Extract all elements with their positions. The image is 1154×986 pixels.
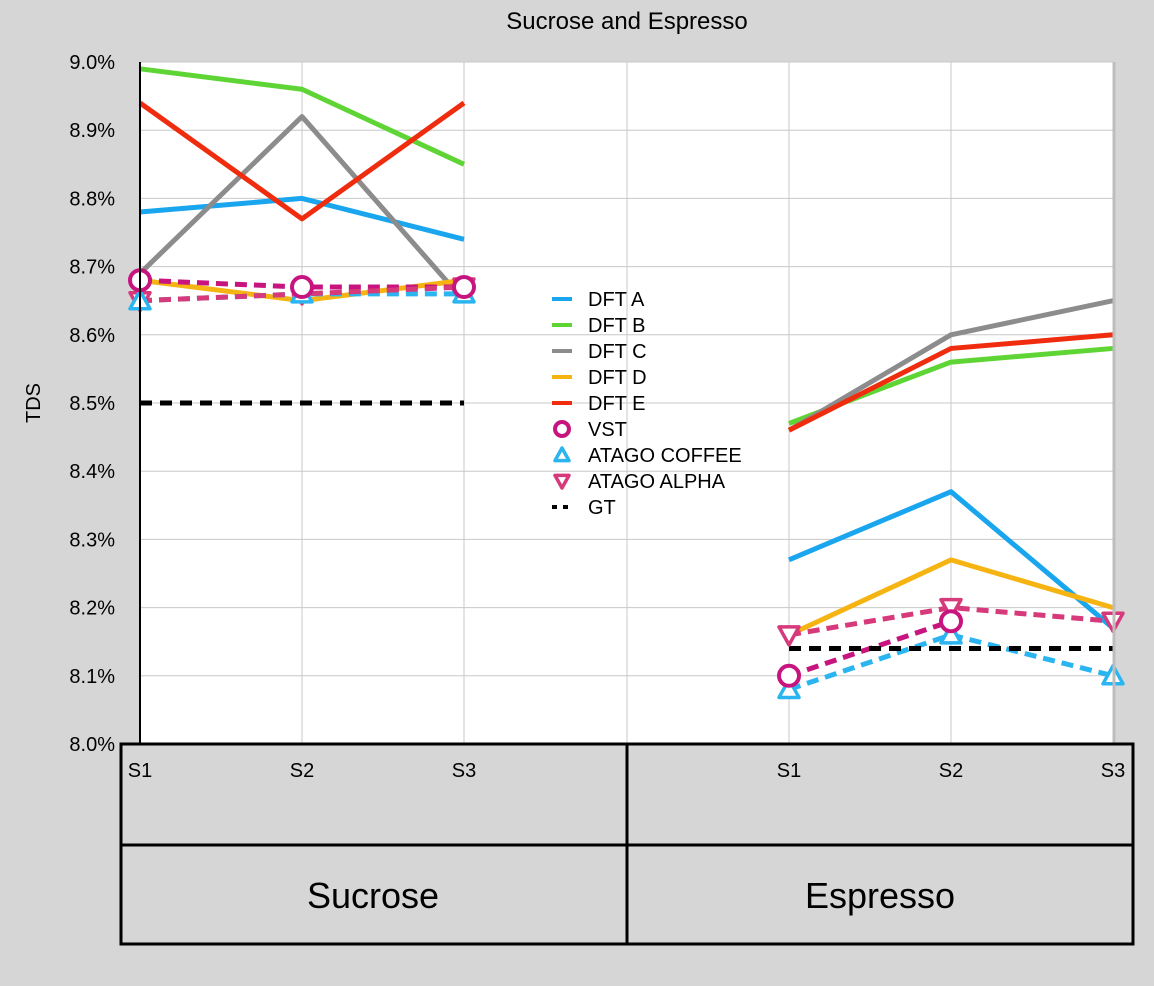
y-tick-label: 8.2% bbox=[69, 598, 115, 620]
y-tick-label: 8.9% bbox=[69, 120, 115, 142]
series-dft-e-line bbox=[787, 332, 1114, 433]
legend-label-gt: GT bbox=[588, 497, 616, 519]
x-tick-label: S3 bbox=[452, 760, 476, 782]
y-tick-label: 8.8% bbox=[69, 188, 115, 210]
series-dft-e-line bbox=[138, 100, 466, 222]
y-tick-label: 8.3% bbox=[69, 529, 115, 551]
y-tick-label: 8.6% bbox=[69, 325, 115, 347]
series-atago-coffee-marker bbox=[939, 623, 963, 645]
x-tick-label: S1 bbox=[777, 760, 801, 782]
legend-swatch-atago-alpha bbox=[553, 473, 571, 490]
group-label-sucrose: Sucrose bbox=[307, 875, 439, 916]
y-tick-label: 8.5% bbox=[69, 393, 115, 415]
legend-label-dft-a: DFT A bbox=[588, 289, 645, 311]
y-axis-label: TDS bbox=[23, 383, 45, 423]
series-vst-marker bbox=[452, 275, 476, 300]
legend-label-atago-coffee: ATAGO COFFEE bbox=[588, 445, 742, 467]
series-dft-a-line bbox=[139, 195, 465, 242]
x-tick-label: S3 bbox=[1101, 760, 1125, 782]
y-tick-label: 8.1% bbox=[69, 666, 115, 688]
legend: DFT A DFT B DFT C DFT D DFT E VST ATAGO COFFEE… bbox=[552, 289, 742, 519]
y-tick-label: 9.0% bbox=[69, 52, 115, 74]
legend-label-atago-alpha: ATAGO ALPHA bbox=[588, 471, 726, 493]
legend-swatch-vst bbox=[553, 420, 571, 438]
series-dft-a-line bbox=[788, 489, 1115, 630]
chart-title: Sucrose and Espresso bbox=[506, 8, 747, 35]
series-dft-c-line bbox=[138, 114, 466, 303]
axes: 8.0% 8.1% 8.2% 8.3% 8.4% 8.5% 8.6% 8.7% 8.8% 8.9%… bbox=[69, 52, 1125, 782]
group-label-espresso: Espresso bbox=[805, 875, 955, 916]
series-vst-marker bbox=[777, 663, 801, 688]
legend-swatch-atago-coffee bbox=[553, 446, 571, 463]
x-tick-label: S1 bbox=[128, 760, 152, 782]
x-tick-label: S2 bbox=[939, 760, 963, 782]
y-tick-label: 8.4% bbox=[69, 461, 115, 483]
legend-label-dft-c: DFT C bbox=[588, 341, 647, 363]
x-tick-label: S2 bbox=[290, 760, 314, 782]
series-dft-d-line bbox=[787, 557, 1114, 638]
legend-label-vst: VST bbox=[588, 419, 627, 441]
y-tick-label: 8.7% bbox=[69, 257, 115, 279]
series-atago-alpha-marker bbox=[777, 625, 801, 647]
series-vst-marker bbox=[290, 275, 314, 300]
series-atago-coffee-marker bbox=[777, 677, 801, 700]
series-vst-marker bbox=[939, 609, 963, 634]
category-table: Sucrose Espresso bbox=[119, 742, 1135, 946]
series-atago-alpha-marker bbox=[939, 597, 963, 620]
series-dft-c-line bbox=[787, 298, 1114, 433]
legend-label-dft-d: DFT D bbox=[588, 367, 647, 389]
y-tick-label: 8.0% bbox=[69, 734, 115, 756]
series-atago-alpha-line bbox=[788, 605, 1114, 638]
legend-label-dft-b: DFT B bbox=[588, 315, 645, 337]
legend-label-dft-e: DFT E bbox=[588, 393, 645, 415]
